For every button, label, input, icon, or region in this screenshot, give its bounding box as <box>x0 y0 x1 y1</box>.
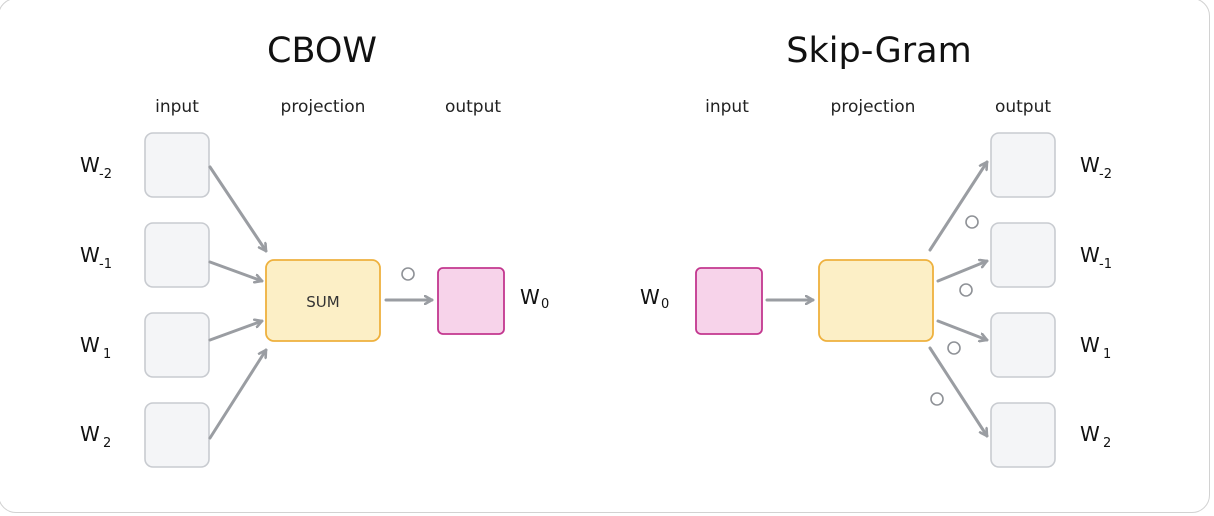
skipgram-title: Skip-Gram <box>786 31 971 71</box>
svg-text:W: W <box>520 285 540 309</box>
skipgram-arrow-4 <box>928 346 989 438</box>
svg-text:W: W <box>80 243 100 267</box>
svg-text:W: W <box>640 285 660 309</box>
skipgram-projection-box <box>818 259 934 342</box>
skipgram-small-circle-1 <box>965 215 979 229</box>
skipgram-word-w-0: W 0 <box>640 285 669 312</box>
cbow-input-box-4 <box>144 402 210 468</box>
skipgram-arrow-3 <box>936 319 989 340</box>
svg-text:W: W <box>1080 153 1100 177</box>
cbow-output-label: output <box>445 97 501 117</box>
svg-text:0: 0 <box>661 297 669 312</box>
skipgram-word-w-minus1: W -1 <box>1080 243 1112 272</box>
cbow-output-box <box>437 267 505 335</box>
skipgram-input-box <box>695 267 763 335</box>
skipgram-output-box-1 <box>990 132 1056 198</box>
cbow-small-circle <box>401 267 415 281</box>
svg-text:W: W <box>1080 243 1100 267</box>
svg-text:-2: -2 <box>1099 167 1112 182</box>
skipgram-word-w-1: W 1 <box>1080 333 1111 362</box>
skipgram-panel: Skip-Gram input projection output W 0 W <box>640 31 1112 468</box>
skipgram-small-circle-2 <box>959 283 973 297</box>
cbow-sum-label: SUM <box>306 293 339 311</box>
skipgram-arrow-2 <box>936 261 989 283</box>
skipgram-arrow-1 <box>928 160 989 252</box>
skipgram-output-label: output <box>995 97 1051 117</box>
svg-text:W: W <box>80 333 100 357</box>
cbow-input-label: input <box>155 97 199 117</box>
skipgram-output-box-3 <box>990 312 1056 378</box>
cbow-word-w-minus1: W -1 <box>80 243 112 272</box>
cbow-panel: CBOW input projection output W -2 W -1 W… <box>80 31 549 468</box>
cbow-input-box-3 <box>144 312 210 378</box>
cbow-word-w-1: W 1 <box>80 333 111 362</box>
svg-text:-1: -1 <box>1099 257 1112 272</box>
skipgram-projection-label: projection <box>831 97 916 117</box>
svg-text:2: 2 <box>103 436 111 451</box>
cbow-word-w-minus2: W -2 <box>80 153 112 182</box>
skipgram-input-label: input <box>705 97 749 117</box>
svg-text:W: W <box>80 422 100 446</box>
cbow-projection-label: projection <box>281 97 366 117</box>
svg-text:W: W <box>1080 333 1100 357</box>
cbow-title: CBOW <box>267 31 377 71</box>
cbow-arrow-1 <box>208 165 268 253</box>
skipgram-output-box-4 <box>990 402 1056 468</box>
cbow-projection-box <box>265 259 381 342</box>
cbow-arrow-3 <box>208 321 264 342</box>
svg-text:2: 2 <box>1103 436 1111 451</box>
svg-text:1: 1 <box>1103 347 1111 362</box>
svg-text:-1: -1 <box>99 257 112 272</box>
skipgram-small-circle-3 <box>947 341 961 355</box>
svg-text:W: W <box>1080 422 1100 446</box>
skipgram-word-w-2: W 2 <box>1080 422 1111 451</box>
skipgram-output-box-2 <box>990 222 1056 288</box>
skipgram-word-w-minus2: W -2 <box>1080 153 1112 182</box>
cbow-input-box-1 <box>144 132 210 198</box>
svg-text:1: 1 <box>103 347 111 362</box>
skipgram-small-circle-4 <box>930 392 944 406</box>
svg-text:0: 0 <box>541 297 549 312</box>
cbow-word-w-0: W 0 <box>520 285 549 312</box>
svg-text:-2: -2 <box>99 167 112 182</box>
cbow-word-w-2: W 2 <box>80 422 111 451</box>
svg-text:W: W <box>80 153 100 177</box>
cbow-arrow-2 <box>208 260 264 281</box>
cbow-arrow-4 <box>208 348 268 440</box>
cbow-input-box-2 <box>144 222 210 288</box>
